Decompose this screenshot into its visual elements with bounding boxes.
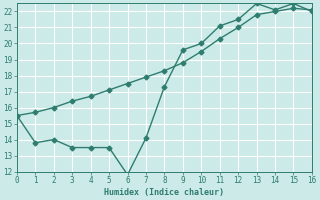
X-axis label: Humidex (Indice chaleur): Humidex (Indice chaleur): [104, 188, 224, 197]
